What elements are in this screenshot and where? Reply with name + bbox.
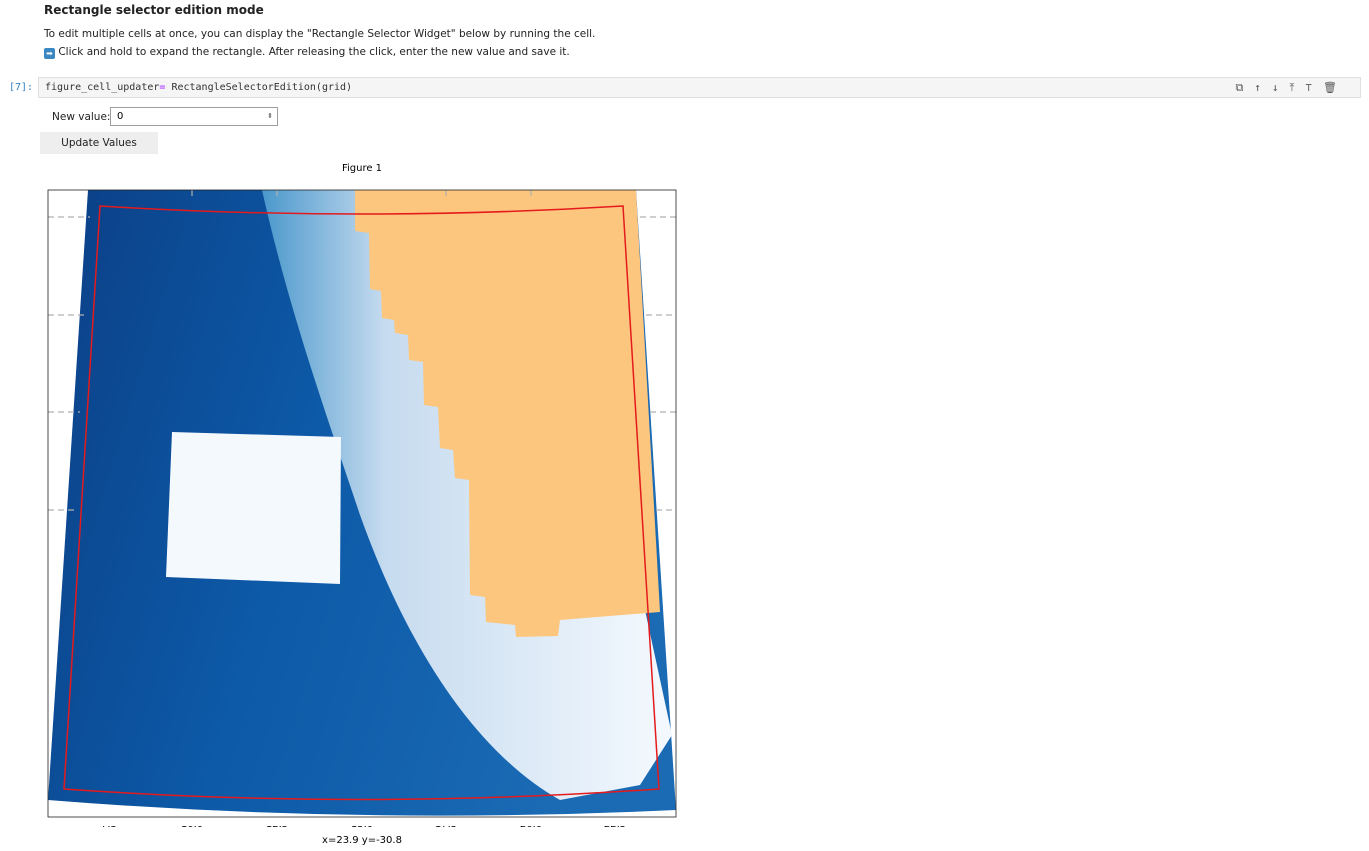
axes-frame [47, 189, 677, 818]
value-input[interactable]: 0 ⬍ [110, 107, 278, 126]
cell-prompt: [7]: [9, 82, 34, 93]
edited-region [166, 432, 341, 584]
map-gradient [262, 190, 672, 800]
figure-title: Figure 1 [342, 163, 382, 174]
input-label: New value: [52, 111, 111, 123]
figure: Figure 1 7.510.012.515.017.520.022.5 x=2… [47, 163, 688, 846]
graticule [48, 190, 676, 511]
code-token: RectangleSelectorEdition(grid) [165, 82, 353, 93]
edited-region [355, 190, 660, 637]
markdown-instruction: ➡ Click and hold to expand the rectangle… [44, 46, 570, 59]
update-button[interactable]: Update Values [40, 132, 158, 154]
status-text: x=23.9 y=-30.8 [322, 835, 402, 846]
code-operator: = [159, 82, 166, 93]
cell-toolbar[interactable]: ⧉↑↓⤒⊤🗑 [1235, 81, 1348, 94]
code-token: figure_cell_updater [45, 82, 160, 93]
markdown-heading: Rectangle selector edition mode [44, 3, 264, 17]
input-value: 0 [117, 111, 124, 122]
selection-rectangle[interactable] [63, 205, 660, 801]
code-cell[interactable]: figure_cell_updater= RectangleSelectorEd… [38, 77, 1361, 98]
markdown-paragraph: To edit multiple cells at once, you can … [44, 28, 596, 40]
instruction-text: Click and hold to expand the rectangle. … [58, 46, 570, 58]
